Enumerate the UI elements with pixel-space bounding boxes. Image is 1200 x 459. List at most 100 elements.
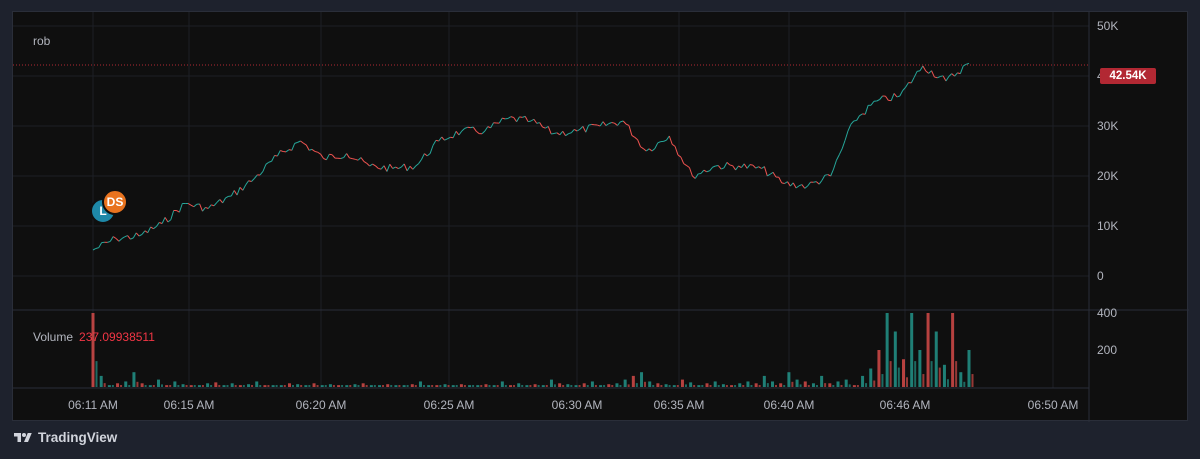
volume-bar xyxy=(652,385,655,387)
volume-bar xyxy=(247,384,251,387)
volume-bar xyxy=(549,379,553,387)
volume-bar xyxy=(206,383,210,387)
volume-bar xyxy=(312,383,316,387)
price-segment xyxy=(481,130,486,135)
volume-bar xyxy=(779,383,783,387)
volume-bar xyxy=(120,385,123,387)
price-segment xyxy=(536,122,540,124)
price-segment xyxy=(349,157,353,160)
volume-bar xyxy=(799,384,802,387)
volume-value: 237.09938511 xyxy=(79,330,155,344)
volume-bar xyxy=(324,385,327,387)
price-segment xyxy=(363,161,368,164)
price-segment xyxy=(389,163,394,169)
price-segment xyxy=(357,157,362,161)
volume-bar xyxy=(492,385,496,387)
volume-bar xyxy=(357,385,360,387)
volume-bar xyxy=(394,385,398,387)
price-segment xyxy=(792,182,797,189)
tradingview-brand[interactable]: TradingView xyxy=(12,430,117,445)
volume-bar xyxy=(627,384,630,387)
volume-bar xyxy=(107,385,111,387)
volume-bar xyxy=(193,385,196,387)
price-segment xyxy=(305,144,310,151)
price-segment xyxy=(412,165,417,170)
volume-bar xyxy=(619,385,622,387)
volume-bar xyxy=(177,385,180,387)
time-tick-label: 06:25 AM xyxy=(424,398,475,412)
volume-bar xyxy=(775,385,778,387)
volume-bar xyxy=(701,385,704,387)
price-segment xyxy=(913,71,918,78)
volume-bar xyxy=(902,359,906,387)
volume-bar xyxy=(971,374,974,387)
price-segment xyxy=(838,148,843,155)
volume-bar xyxy=(906,377,909,387)
volume-bar xyxy=(156,379,160,387)
price-segment xyxy=(153,226,157,230)
price-segment xyxy=(553,132,558,134)
price-segment xyxy=(138,233,143,237)
price-segment xyxy=(919,65,924,72)
volume-axis[interactable]: 400 200 xyxy=(1097,306,1117,357)
time-tick-label: 06:46 AM xyxy=(880,398,931,412)
price-segment xyxy=(461,127,466,132)
price-segment xyxy=(648,148,653,152)
price-segment xyxy=(193,203,198,208)
price-segment xyxy=(300,140,304,144)
price-segment xyxy=(392,166,396,169)
price-segment xyxy=(663,139,667,142)
price-segment xyxy=(294,141,298,144)
trade-marker-ds[interactable]: DS xyxy=(102,189,128,215)
price-tick-label: 30K xyxy=(1097,119,1118,133)
price-segment xyxy=(959,65,964,74)
volume-bar xyxy=(287,383,291,387)
volume-bar xyxy=(103,383,106,387)
volume-bar xyxy=(586,385,589,387)
price-segment xyxy=(288,149,292,151)
price-segment xyxy=(236,187,241,196)
volume-bar xyxy=(791,381,794,387)
price-segment xyxy=(910,76,915,84)
price-segment xyxy=(314,150,318,153)
price-segment xyxy=(625,123,630,126)
price-segment xyxy=(798,184,803,187)
price-segment xyxy=(637,139,641,147)
volume-bar xyxy=(644,381,647,387)
volume-bar xyxy=(848,384,851,387)
volume-bar xyxy=(185,385,188,387)
price-segment xyxy=(856,115,860,121)
price-segment xyxy=(902,86,906,91)
time-tick-label: 06:11 AM xyxy=(68,398,118,412)
volume-bar xyxy=(337,385,341,387)
price-segment xyxy=(795,185,800,189)
price-segment xyxy=(645,148,650,152)
price-segment xyxy=(787,181,791,187)
price-segment xyxy=(717,165,722,170)
volume-bar xyxy=(836,381,840,387)
price-segment xyxy=(962,63,967,67)
time-tick-label: 06:30 AM xyxy=(552,398,603,412)
price-segment xyxy=(599,121,604,127)
price-segment xyxy=(634,136,638,141)
volume-bar xyxy=(320,385,324,387)
price-axis[interactable]: 50K40K30K20K10K0 xyxy=(1097,19,1118,283)
price-segment xyxy=(605,123,610,126)
price-segment xyxy=(729,164,733,167)
price-segment xyxy=(438,136,443,142)
time-axis[interactable]: 06:11 AM 06:15 AM 06:20 AM 06:25 AM 06:30 AM… xyxy=(68,398,1078,412)
volume-bar xyxy=(378,385,382,387)
time-tick-label: 06:50 AM xyxy=(1028,398,1079,412)
price-segment xyxy=(948,73,953,77)
price-segment xyxy=(317,151,321,155)
price-segment xyxy=(95,247,99,249)
price-segment xyxy=(340,157,344,159)
price-segment xyxy=(651,148,656,152)
price-segment xyxy=(386,164,391,172)
volume-bar xyxy=(304,385,308,387)
price-segment xyxy=(925,70,929,74)
price-segment xyxy=(135,232,140,237)
volume-bar xyxy=(365,385,368,387)
